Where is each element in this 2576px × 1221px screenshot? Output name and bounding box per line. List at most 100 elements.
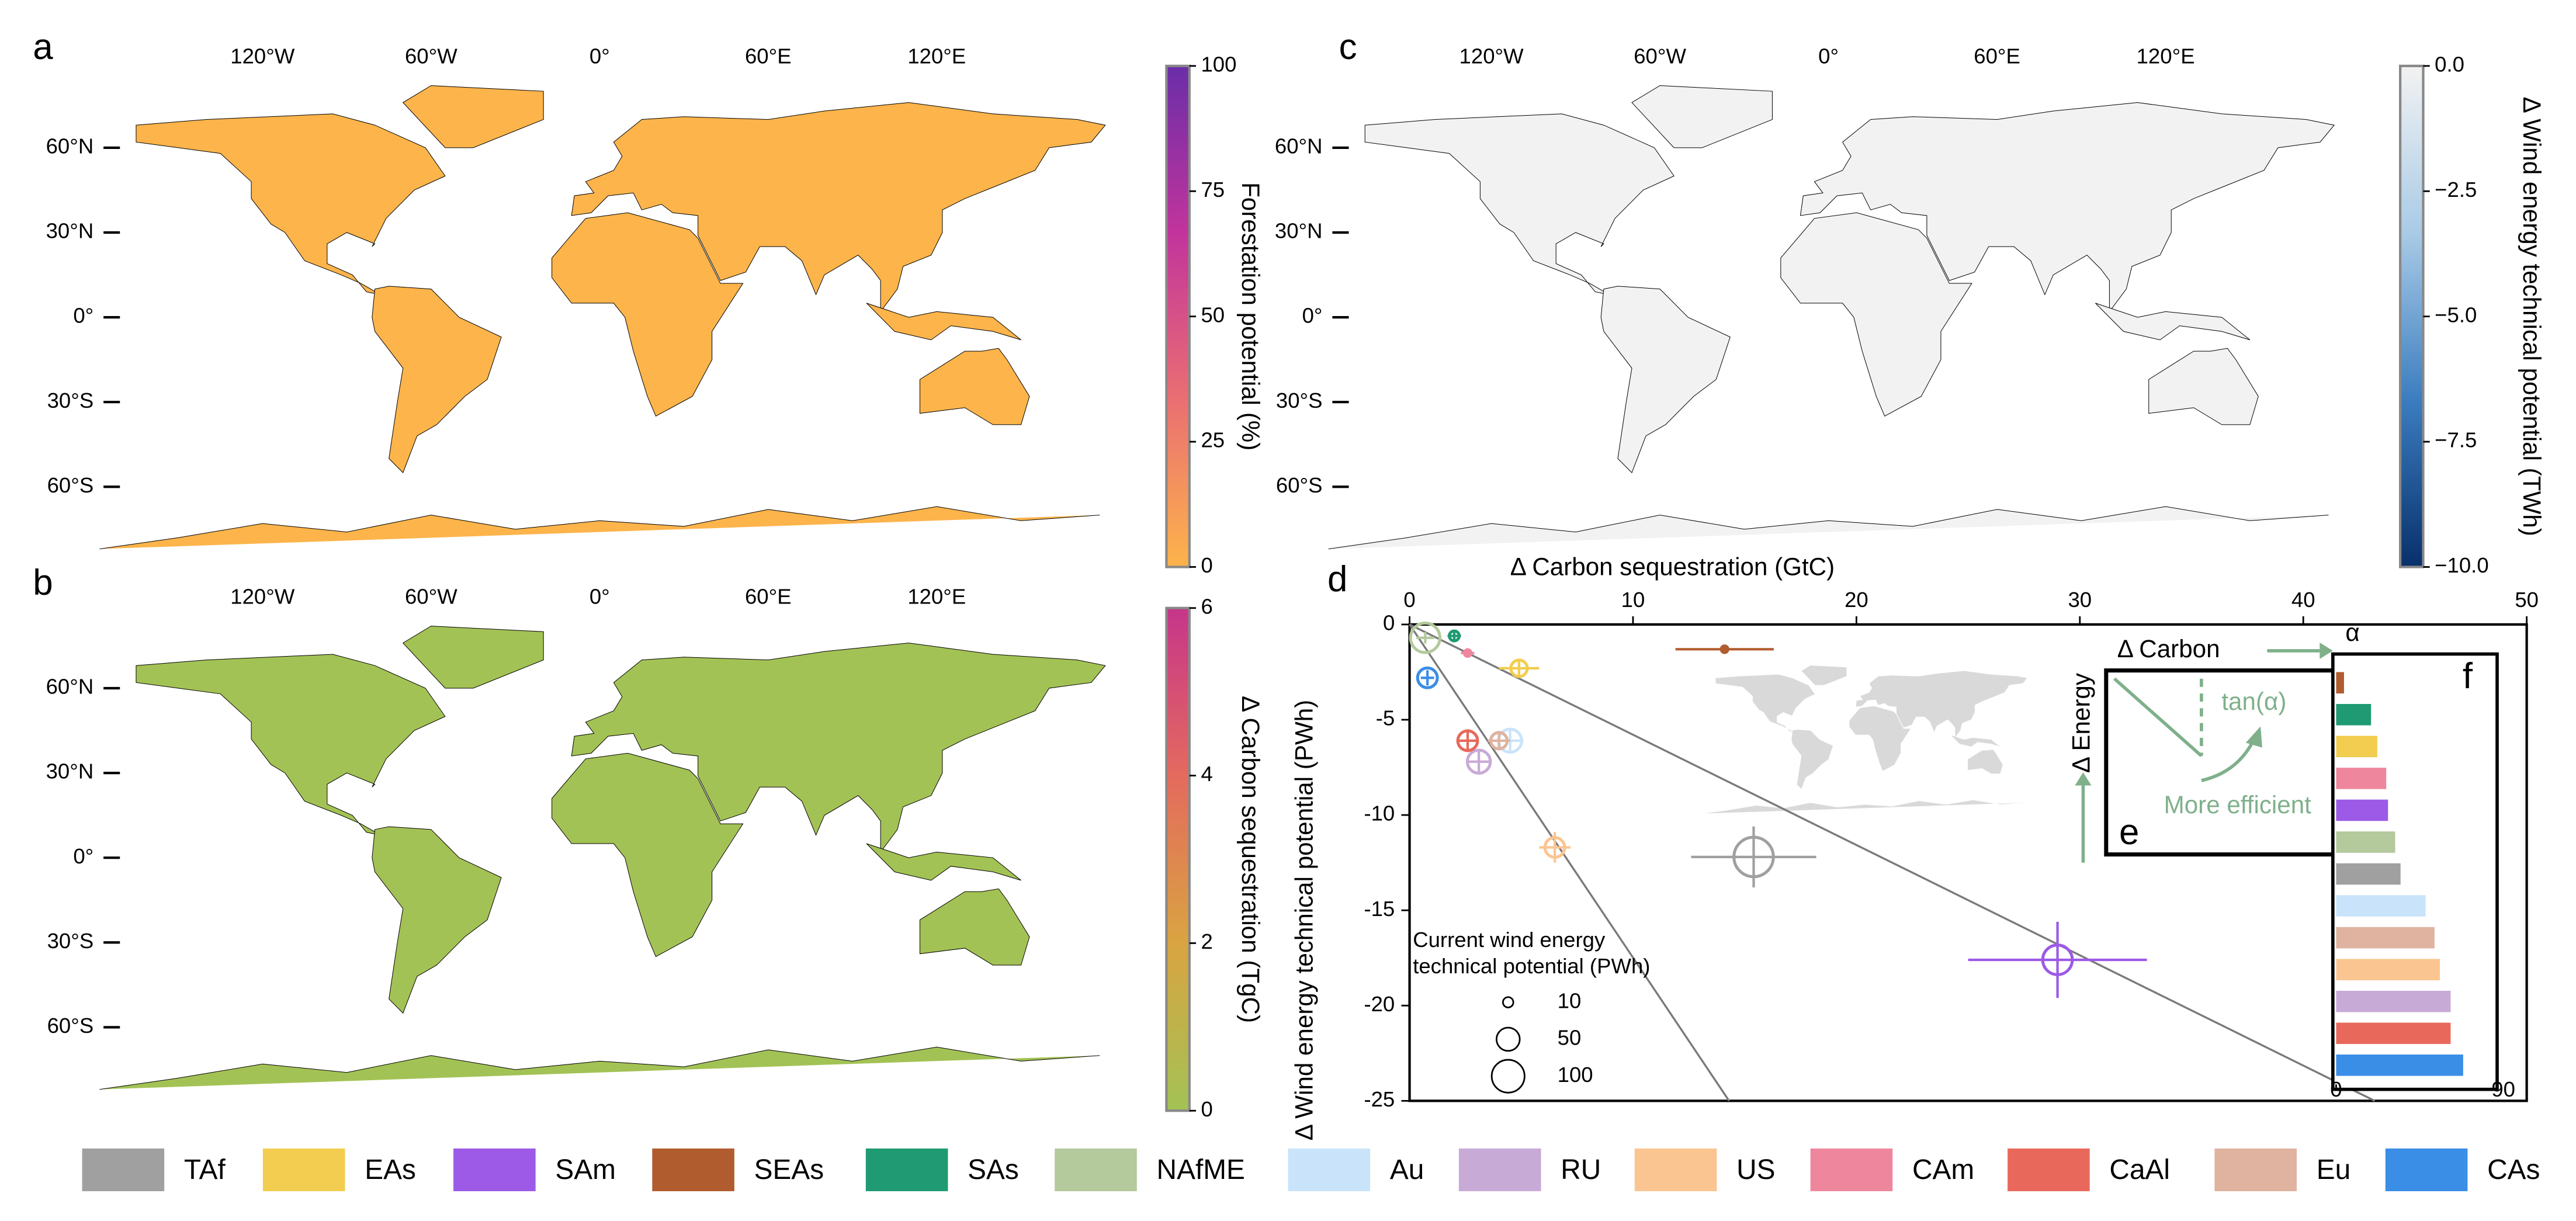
size-legend-label: 100 (1558, 1063, 1593, 1087)
land (99, 626, 1105, 1090)
size-legend-marker (1502, 996, 1514, 1008)
size-legend-label: 10 (1558, 988, 1582, 1012)
lat-tick-label: 0° (1302, 304, 1323, 328)
legend-label: TAf (184, 1154, 226, 1185)
legend-swatch (652, 1148, 734, 1191)
lon-tick-label: 120°E (907, 44, 966, 68)
colorbar-tick-label: 6 (1201, 594, 1212, 618)
legend-label: EAs (365, 1154, 416, 1185)
legend-label: RU (1561, 1154, 1601, 1185)
legend-swatch (2385, 1148, 2468, 1191)
bar (2336, 1022, 2451, 1045)
x-tick-label: 30 (2068, 588, 2092, 612)
x-tick-label: 50 (2515, 588, 2539, 612)
panel-label: c (1339, 27, 1357, 67)
bar (2336, 736, 2377, 758)
colorbar-tick-label: 0 (1201, 1097, 1212, 1121)
y-tick-label: -25 (1364, 1087, 1395, 1111)
legend-swatch (2214, 1148, 2297, 1191)
slope-label: tan(α) (2221, 688, 2286, 715)
inset-note: More efficient (2164, 791, 2312, 818)
plot-frame (1408, 623, 2528, 1102)
panel-label: f (2463, 656, 2473, 696)
point (1719, 644, 1729, 654)
point (1509, 658, 1529, 678)
lat-tick-label: 30°N (1275, 219, 1323, 243)
reference-line (1409, 623, 2376, 1102)
colorbar (2399, 64, 2425, 568)
point (1456, 729, 1479, 752)
lat-tick-label: 30°S (1276, 388, 1323, 412)
legend-swatch (453, 1148, 536, 1191)
legend-swatch (1288, 1148, 1371, 1191)
lon-tick-label: 60°E (745, 44, 792, 68)
legend-swatch (1458, 1148, 1541, 1191)
point (1409, 622, 1442, 654)
colorbar-tick-label: 75 (1201, 178, 1225, 202)
lon-tick-label: 120°E (907, 585, 966, 609)
y-tick-label: -10 (1364, 802, 1395, 825)
colorbar-label: Forestation potential (%) (1237, 182, 1264, 450)
arrow-head (2245, 726, 2262, 748)
point (1732, 835, 1775, 879)
lat-tick-label: 30°S (47, 929, 94, 953)
x-axis-title: Δ Carbon sequestration (GtC) (1510, 553, 1835, 580)
y-tick-label: -5 (1376, 706, 1395, 730)
lat-tick-label: 30°S (47, 388, 94, 412)
colorbar (1165, 606, 1191, 1112)
legend-label: US (1736, 1154, 1775, 1185)
lon-tick-label: 0° (590, 44, 610, 68)
land (99, 85, 1105, 549)
bar (2336, 990, 2451, 1012)
legend-label: NAfME (1157, 1154, 1245, 1185)
inset-x-label: Δ Carbon (2117, 635, 2220, 662)
bar-title: α (2345, 619, 2359, 646)
legend-label: SEAs (754, 1154, 824, 1185)
lat-tick-label: 0° (73, 304, 93, 328)
lon-tick-label: 120°E (2137, 44, 2195, 68)
x-tick-label: 0 (2330, 1077, 2342, 1101)
legend-swatch (1634, 1148, 1717, 1191)
bar (2336, 768, 2387, 789)
y-tick-label: -15 (1364, 897, 1395, 921)
legend-swatch (865, 1148, 948, 1191)
point (1416, 666, 1439, 689)
colorbar-tick-label: 0 (1201, 553, 1212, 577)
lat-tick-label: 60°N (46, 134, 94, 158)
lat-tick-label: 60°N (46, 675, 94, 699)
lat-tick-label: 30°N (46, 759, 94, 783)
colorbar-label: Δ Wind energy technical potential (TWh) (2518, 97, 2546, 536)
panel-label: a (33, 27, 53, 67)
legend-label: SAm (555, 1154, 616, 1185)
y-tick-label: -20 (1364, 992, 1395, 1016)
land (1329, 85, 2334, 549)
colorbar-tick-label: −7.5 (2435, 428, 2477, 452)
legend-swatch (82, 1148, 165, 1191)
bar (2336, 1054, 2463, 1076)
reference-line (1409, 623, 1730, 1102)
legend-swatch (2008, 1148, 2090, 1191)
lon-tick-label: 60°W (1634, 44, 1686, 68)
panel-label: b (33, 563, 53, 603)
lon-tick-label: 0° (1818, 44, 1839, 68)
colorbar-tick-label: −2.5 (2435, 178, 2477, 202)
legend-label: Au (1390, 1154, 1424, 1185)
panel-label: e (2119, 812, 2139, 852)
lon-tick-label: 60°E (1974, 44, 2020, 68)
arrow-head (2075, 772, 2092, 786)
legend-swatch (1810, 1148, 1893, 1191)
inset-region-map (1703, 665, 2028, 814)
bar (2336, 959, 2440, 980)
point (1465, 748, 1492, 775)
inset-y-label: Δ Energy (2068, 673, 2095, 773)
bar (2336, 863, 2401, 885)
legend-label: CAs (2487, 1154, 2540, 1185)
lat-tick-label: 60°S (1276, 473, 1323, 497)
colorbar-tick-label: 2 (1201, 929, 1212, 953)
curved-arrow (2201, 738, 2256, 782)
legend-swatch (262, 1148, 345, 1191)
x-tick-label: 10 (1621, 588, 1645, 612)
x-tick-label: 0 (1403, 588, 1415, 612)
